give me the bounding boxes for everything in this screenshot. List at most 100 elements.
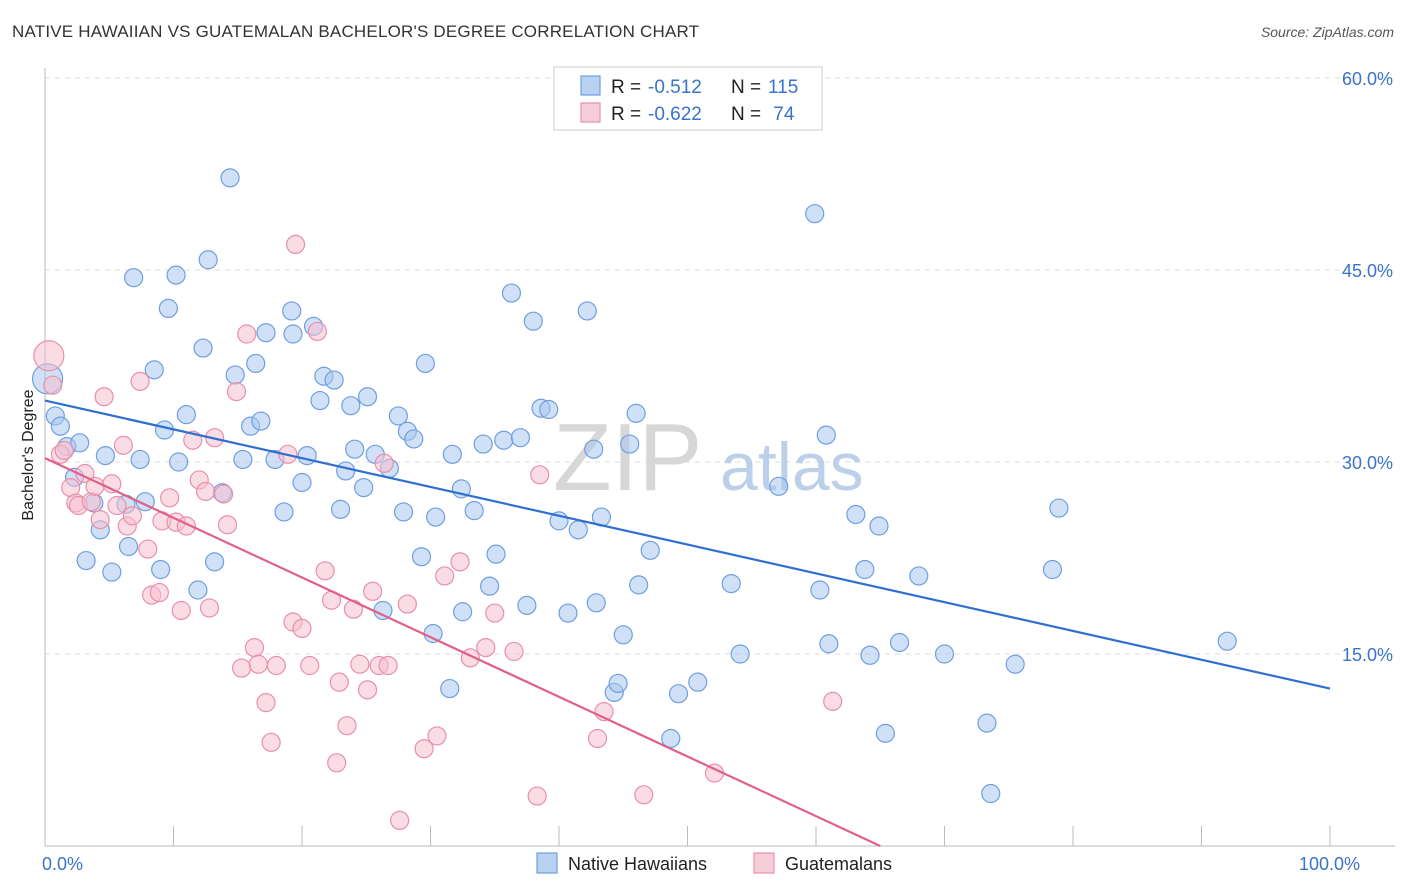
native-hawaiian-point — [860, 645, 880, 665]
guatemalan-point — [43, 375, 63, 395]
legend-r-label-pink: R = — [611, 104, 641, 125]
guatemalan-point — [244, 637, 265, 658]
native-hawaiian-point — [118, 536, 139, 557]
native-hawaiian-point — [523, 311, 543, 331]
legend-swatch-guatemalans — [753, 852, 775, 874]
y-tick-label: 30.0% — [1342, 453, 1393, 473]
native-hawaiian-point — [626, 403, 646, 423]
native-hawaiian-point — [176, 405, 196, 425]
guatemalan-point — [374, 453, 394, 473]
native-hawaiian-point — [819, 634, 839, 654]
native-hawaiian-point — [388, 406, 408, 426]
native-hawaiian-point — [256, 323, 276, 343]
native-hawaiian-point — [144, 360, 164, 380]
guatemalan-point — [300, 655, 320, 676]
guatemalan-point — [363, 581, 383, 601]
native-hawaiian-point — [810, 580, 830, 600]
guatemalan-point — [237, 324, 257, 344]
legend-n-value-blue: 115 — [768, 77, 798, 98]
native-hawaiian-point — [453, 602, 473, 622]
native-hawaiian-point — [415, 353, 435, 374]
native-hawaiian-point — [297, 446, 317, 466]
guatemalan-point — [285, 234, 306, 254]
guatemalan-point — [90, 509, 110, 530]
watermark: ZIP atlas — [553, 404, 864, 511]
native-hawaiian-point — [875, 723, 895, 743]
series-legend: Native Hawaiians Guatemalans — [536, 852, 892, 874]
guatemalan-point — [226, 382, 247, 402]
tick-labels: 15.0% 30.0% 45.0% 60.0% 0.0% 100.0% — [42, 69, 1393, 874]
guatemalan-point — [130, 371, 150, 391]
native-hawaiian-point — [169, 452, 189, 472]
y-tick-label: 60.0% — [1342, 69, 1393, 89]
native-hawaiian-point — [640, 540, 660, 560]
chart-title: NATIVE HAWAIIAN VS GUATEMALAN BACHELOR'S… — [12, 22, 700, 41]
guatemalan-point — [199, 598, 220, 618]
native-hawaiian-point — [688, 672, 708, 692]
native-hawaiian-point — [661, 728, 681, 749]
guatemalan-point — [414, 739, 434, 759]
guatemalan-point — [248, 654, 268, 674]
guatemalan-point — [160, 488, 180, 508]
legend-r-value-blue: -0.512 — [648, 77, 702, 98]
guatemalan-point — [476, 637, 496, 658]
guatemalan-point — [138, 539, 158, 559]
legend-swatch-blue — [580, 75, 601, 96]
guatemalan-point — [261, 732, 281, 752]
y-tick-label: 15.0% — [1342, 645, 1393, 665]
guatemalan-point — [217, 515, 238, 535]
native-hawaiian-point — [130, 449, 150, 470]
native-hawaiian-point — [473, 434, 493, 454]
native-hawaiian-point — [934, 644, 955, 664]
x-tick-label: 0.0% — [42, 854, 83, 874]
native-hawaiian-point — [668, 684, 689, 704]
native-hawaiian-point — [730, 644, 750, 664]
guatemalan-point — [823, 691, 843, 711]
native-hawaiian-point — [411, 547, 432, 567]
guatemalan-point — [504, 641, 524, 662]
native-hawaiian-point — [584, 439, 604, 459]
guatemalan-point — [266, 655, 286, 676]
native-hawaiian-point — [50, 416, 71, 436]
native-hawaiian-point — [188, 580, 208, 600]
guatemalan-point — [435, 566, 455, 586]
native-hawaiian-point — [404, 429, 424, 449]
correlation-legend: R = -0.512 N = 115 R = -0.622 N = 74 — [553, 66, 823, 131]
native-hawaiian-point — [283, 324, 303, 344]
native-hawaiian-point — [426, 507, 446, 527]
native-hawaiian-point — [124, 268, 144, 288]
native-hawaiian-point — [158, 298, 178, 318]
guatemalan-point — [397, 594, 417, 614]
guatemalan-point — [357, 680, 378, 700]
watermark-zip: ZIP — [553, 404, 702, 511]
native-hawaiian-point — [981, 783, 1001, 804]
guatemalan-point — [122, 506, 142, 526]
native-hawaiian-point — [568, 520, 588, 540]
native-hawaiian-point — [501, 283, 522, 303]
native-hawaiian-point — [292, 472, 312, 493]
native-hawaiian-point — [494, 430, 514, 450]
native-hawaiian-point — [76, 550, 96, 571]
native-hawaiian-point — [620, 434, 640, 454]
native-hawaiian-point — [629, 575, 649, 595]
legend-r-label-blue: R = — [611, 77, 641, 98]
guatemalan-point — [256, 693, 276, 713]
guatemalan-point — [107, 495, 127, 516]
legend-label-native-hawaiians: Native Hawaiians — [568, 854, 707, 874]
native-hawaiian-point — [393, 502, 414, 522]
guatemalan-point — [54, 440, 74, 461]
native-hawaiian-point — [977, 713, 997, 733]
native-hawaiian-point — [558, 603, 578, 623]
x-tick-label: 100.0% — [1299, 854, 1360, 874]
native-hawaiian-point — [539, 399, 559, 420]
guatemalan-point — [149, 582, 169, 603]
native-hawaiian-point — [510, 428, 531, 448]
y-axis-label: Bachelor's Degree — [20, 389, 37, 520]
native-hawaiian-point — [769, 476, 789, 496]
native-hawaiian-point — [354, 478, 374, 498]
legend-label-guatemalans: Guatemalans — [785, 854, 892, 874]
guatemalan-point — [350, 654, 370, 674]
native-hawaiian-point — [586, 593, 606, 613]
native-hawaiian-point — [1049, 498, 1069, 518]
native-hawaiian-point — [282, 301, 302, 321]
